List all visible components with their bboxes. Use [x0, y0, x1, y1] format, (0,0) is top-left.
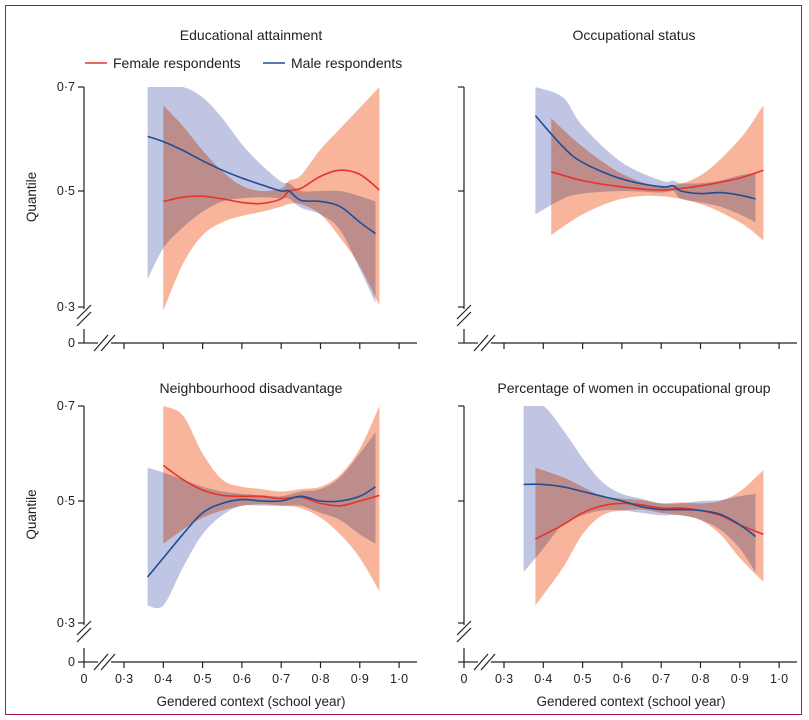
female-series-line — [162, 464, 380, 507]
legend-item-female: Female respondents — [85, 55, 241, 71]
x-tick-label: 0·4 — [154, 672, 172, 686]
male-series-line — [147, 135, 376, 235]
x-tick-label: 0·7 — [272, 672, 290, 686]
panel-2: Occupational status — [456, 27, 797, 352]
y-break-mark — [76, 304, 92, 320]
y-tick-label: 0·5 — [57, 184, 75, 198]
x-break-mark — [473, 334, 489, 352]
female-ci-band — [163, 87, 380, 311]
x-tick-label: 0·5 — [574, 672, 592, 686]
male-series-line — [523, 483, 756, 538]
panel-title: Occupational status — [573, 27, 696, 43]
x-tick-label: 0 — [461, 672, 468, 686]
x-tick-label: 0·6 — [613, 672, 631, 686]
y-break-mark — [76, 620, 92, 636]
y-tick-label: 0 — [68, 336, 75, 350]
panel-title: Educational attainment — [180, 27, 323, 43]
x-tick-label: 0·8 — [691, 672, 709, 686]
y-break-mark — [456, 627, 472, 643]
female-ci-band — [551, 105, 764, 241]
y-tick-label: 0·7 — [57, 80, 75, 94]
x-tick-label: 1·0 — [390, 672, 408, 686]
panel-4: Percentage of women in occupational grou… — [456, 380, 797, 709]
x-tick-label: 0·7 — [652, 672, 670, 686]
legend: Female respondents Male respondents — [85, 55, 402, 71]
x-tick-label: 0·9 — [351, 672, 369, 686]
plot-area — [523, 406, 764, 606]
x-break-mark — [100, 334, 116, 352]
panel-title: Percentage of women in occupational grou… — [497, 380, 770, 396]
figure-svg: Educational attainment 0·7 0·5 0·3 0 Quantile… — [24, 27, 797, 709]
x-tick-label: 0·3 — [495, 672, 513, 686]
x-break-mark — [93, 653, 109, 671]
male-series-line — [146, 486, 376, 578]
female-series-line — [550, 169, 764, 191]
x-tick-label: 0·9 — [731, 672, 749, 686]
x-tick-label: 0·4 — [534, 672, 552, 686]
x-tick-label: 0·3 — [115, 672, 133, 686]
y-break-mark — [456, 620, 472, 636]
y-tick-label: 0·7 — [57, 399, 75, 413]
y-tick-label: 0·3 — [57, 616, 75, 630]
legend-label: Male respondents — [291, 55, 402, 71]
x-break-mark — [480, 334, 496, 352]
x-tick-label: 0·8 — [311, 672, 329, 686]
x-break-mark — [480, 653, 496, 671]
male-ci-band — [147, 87, 376, 303]
figure-frame: Educational attainment 0·7 0·5 0·3 0 Quantile… — [5, 5, 802, 715]
y-tick-label: 0·5 — [57, 494, 75, 508]
legend-label: Female respondents — [113, 55, 241, 71]
male-ci-band — [523, 406, 756, 573]
x-tick-label: 0 — [81, 672, 88, 686]
y-break-mark — [76, 627, 92, 643]
x-axis-label: Gendered context (school year) — [536, 694, 725, 709]
x-tick-label: 0·6 — [233, 672, 251, 686]
male-series-line — [534, 115, 756, 200]
male-ci-band — [535, 87, 756, 223]
y-tick-label: 0·3 — [57, 300, 75, 314]
x-tick-label: 0·5 — [194, 672, 212, 686]
x-tick-label: 1·0 — [770, 672, 788, 686]
plot-area — [147, 87, 380, 311]
y-axis-label: Quantile — [24, 172, 39, 222]
plot-area — [534, 87, 764, 241]
y-tick-label: 0 — [68, 655, 75, 669]
panel-1: Educational attainment 0·7 0·5 0·3 0 Quantile — [24, 27, 417, 352]
plot-area — [146, 406, 380, 609]
x-break-mark — [100, 653, 116, 671]
legend-item-male: Male respondents — [263, 55, 402, 71]
female-series-line — [535, 502, 764, 540]
y-break-mark — [76, 311, 92, 327]
female-series-line — [163, 169, 380, 205]
x-axis-label: Gendered context (school year) — [156, 694, 345, 709]
x-break-mark — [473, 653, 489, 671]
y-axis-label: Quantile — [24, 489, 39, 539]
y-break-mark — [456, 311, 472, 327]
panel-title: Neighbourhood disadvantage — [160, 380, 343, 396]
x-break-mark — [93, 334, 109, 352]
panel-3: Neighbourhood disadvantage 0·7 0·5 0·3 0 Quan… — [24, 380, 417, 709]
male-ci-band — [147, 432, 376, 609]
y-break-mark — [456, 304, 472, 320]
